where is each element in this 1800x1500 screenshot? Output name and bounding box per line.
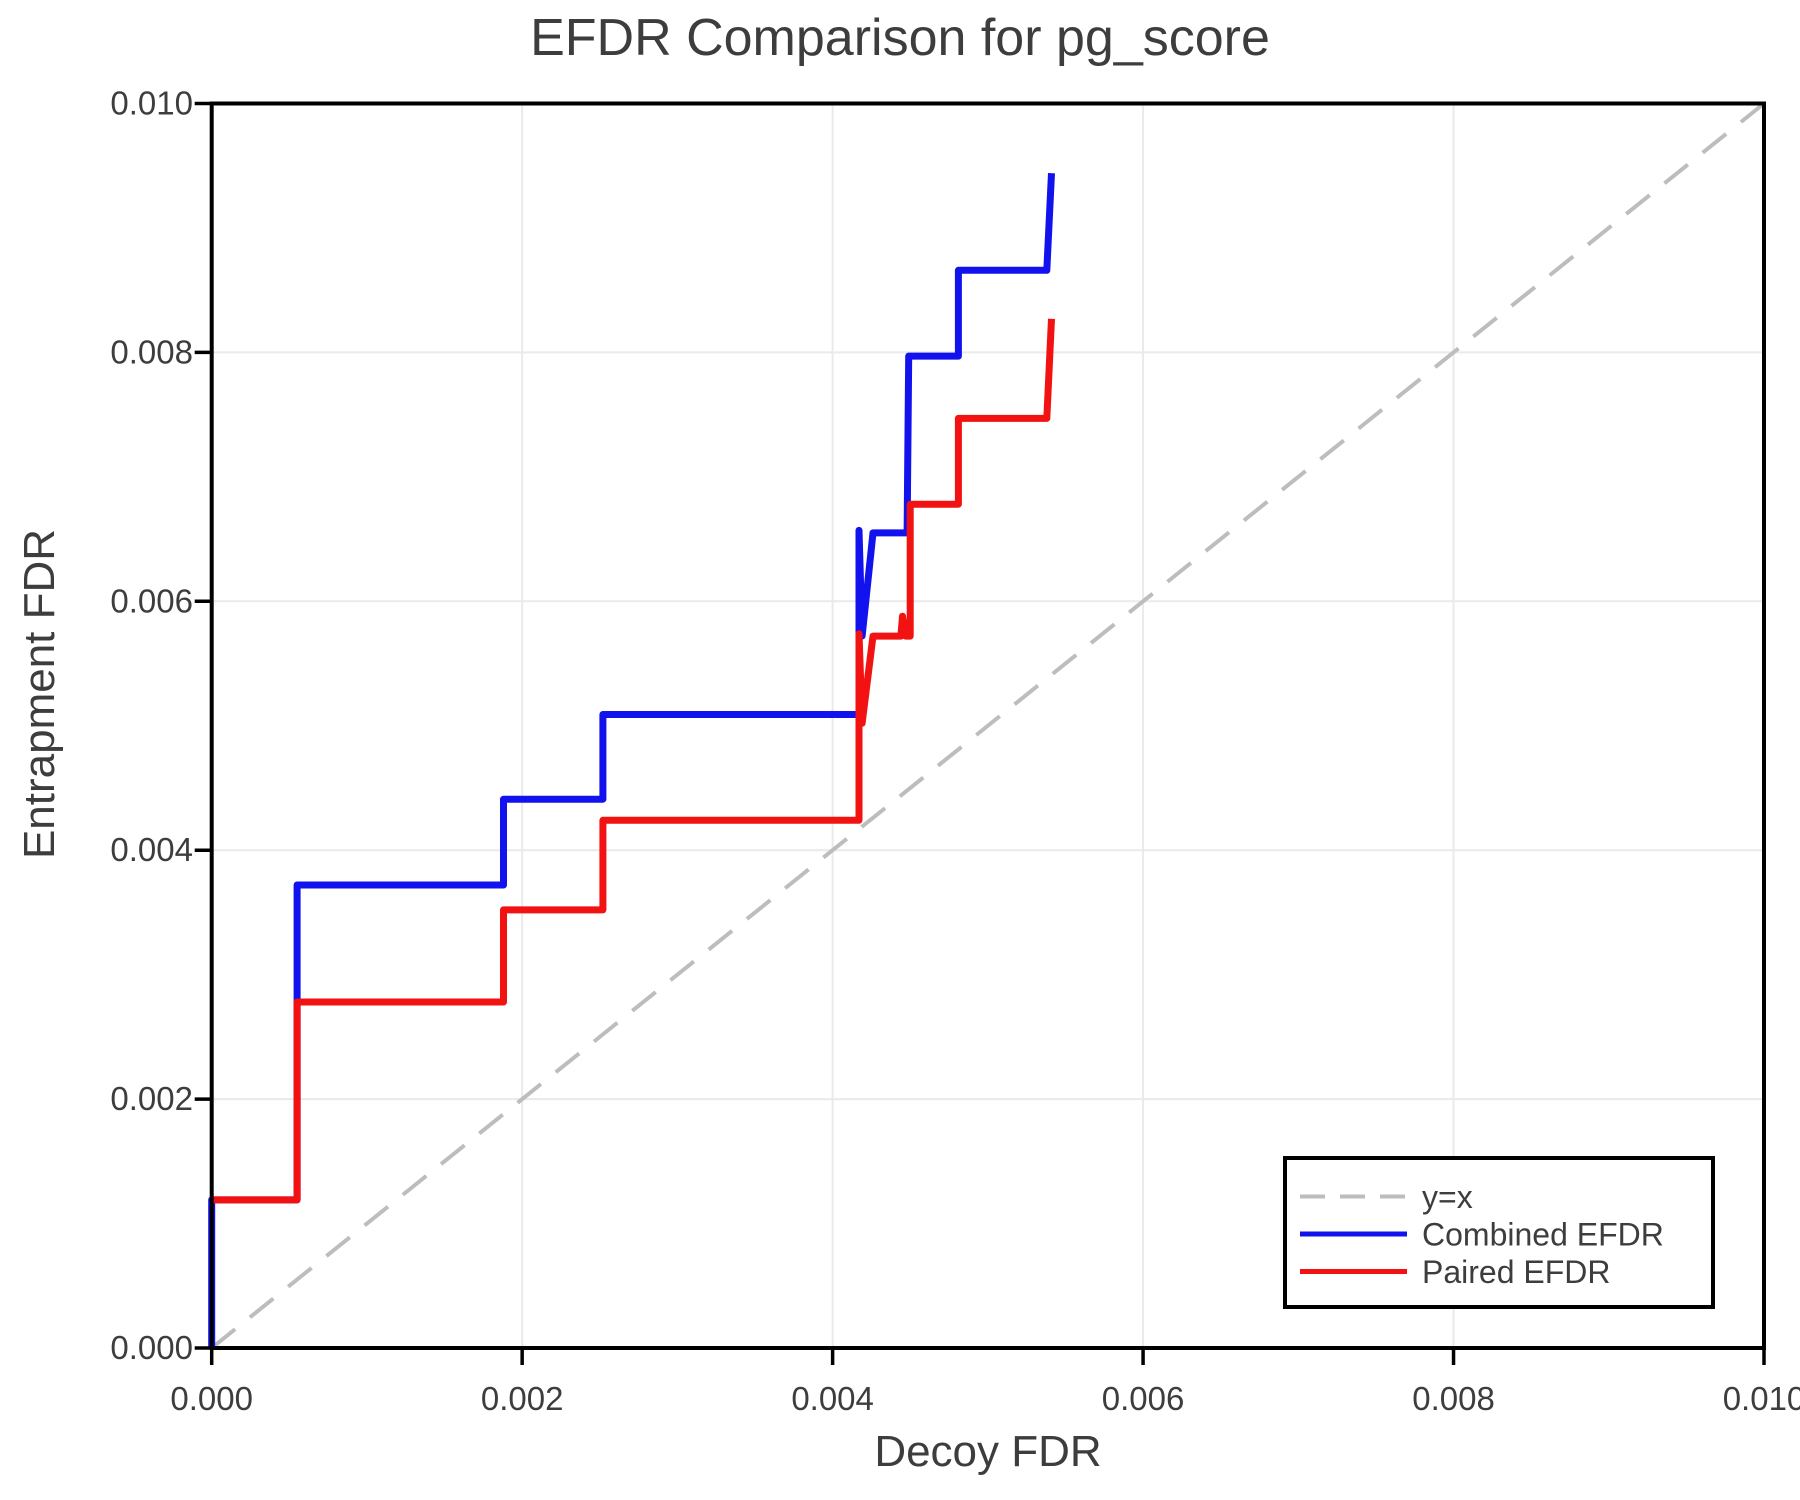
y-tick-label-0.010: 0.010 xyxy=(110,85,193,122)
chart-title: EFDR Comparison for pg_score xyxy=(530,9,1270,67)
y-axis-label: Entrapment FDR xyxy=(15,528,64,860)
series-line-paired-efdr xyxy=(211,318,1055,1204)
x-tick-label-0.000: 0.000 xyxy=(170,1380,253,1417)
y-tick-label-0.002: 0.002 xyxy=(110,1080,193,1117)
x-tick-label-0.008: 0.008 xyxy=(1412,1380,1495,1417)
y-tick-label-0.006: 0.006 xyxy=(110,582,193,619)
plot-frame xyxy=(209,101,1767,1350)
y-tick-label-0.008: 0.008 xyxy=(110,333,193,370)
legend-label-y-x: y=x xyxy=(1422,1179,1473,1215)
series-line-combined-efdr xyxy=(208,173,1055,1348)
x-tick-label-0.002: 0.002 xyxy=(481,1380,564,1417)
y-tick-label-0.004: 0.004 xyxy=(110,831,193,868)
x-tick-label-0.004: 0.004 xyxy=(791,1380,874,1417)
legend-label-paired-efdr: Paired EFDR xyxy=(1422,1254,1611,1290)
x-tick-label-0.006: 0.006 xyxy=(1102,1380,1185,1417)
x-axis-label: Decoy FDR xyxy=(874,1427,1102,1476)
y-tick-label-0.000: 0.000 xyxy=(110,1329,193,1366)
x-tick-label-0.010: 0.010 xyxy=(1723,1380,1800,1417)
legend-label-combined-efdr: Combined EFDR xyxy=(1422,1217,1664,1253)
series-line-y-x xyxy=(210,101,1766,1350)
